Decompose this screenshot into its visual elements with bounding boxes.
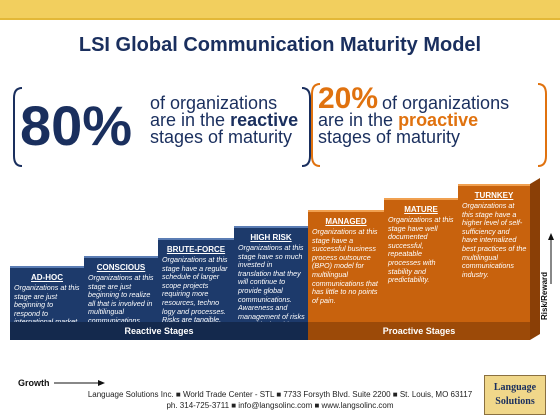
risk-reward-label: Risk/Reward — [540, 271, 549, 320]
stage-title: BRUTE-FORCE — [166, 245, 226, 254]
language-solutions-logo: Language Solutions — [484, 375, 546, 415]
reactive-statement: of organizations are in the reactive sta… — [150, 93, 299, 147]
stage-description: Organizations at this stage have well do… — [388, 215, 454, 285]
proactive-line1: of organizations — [382, 93, 510, 113]
stage-title: CONSCIOUS — [96, 263, 146, 272]
logo-line2: Solutions — [495, 396, 535, 407]
stage-brute-force: BRUTE-FORCE Organizations at this stage … — [158, 238, 234, 325]
growth-arrow — [54, 380, 105, 386]
stage-mature: MATURE Organizations at this stage have … — [384, 198, 458, 322]
proactive-bracket — [311, 83, 547, 167]
stage-title: MANAGED — [325, 217, 367, 226]
reactive-stages-bar: Reactive Stages — [10, 322, 308, 340]
stage-description: Organizations at this stage have a succe… — [312, 227, 378, 305]
stage-high-risk: HIGH RISK Organizations at this stage ha… — [234, 226, 308, 338]
stage-title: MATURE — [404, 205, 438, 214]
stage-title: HIGH RISK — [250, 233, 292, 242]
stage-description: Organizations at this stage have so much… — [238, 243, 305, 337]
reactive-line1: of organizations — [150, 93, 278, 113]
stage-conscious: CONSCIOUS Organizations at this stage ar… — [84, 256, 158, 325]
stage-managed: MANAGED Organizations at this stage have… — [308, 210, 384, 322]
stage-description: Organizations at this stage have a regul… — [162, 255, 228, 325]
stage-ad-hoc: AD-HOC Organizations at this stage are j… — [10, 266, 84, 335]
proactive-percent: 20% — [318, 82, 379, 115]
reactive-percent: 80% — [20, 94, 133, 157]
proactive-stages-bar: Proactive Stages — [308, 322, 530, 340]
reactive-line2: are in the reactive — [150, 110, 299, 130]
footer: Language Solutions Inc. ■ World Trade Ce… — [0, 389, 560, 411]
stage-description: Organizations at this stage are just beg… — [88, 273, 154, 325]
page-title: LSI Global Communication Maturity Model — [78, 34, 482, 56]
footer-address: Language Solutions Inc. ■ World Trade Ce… — [87, 390, 473, 399]
stage-title: TURNKEY — [474, 191, 514, 200]
logo-line1: Language — [493, 382, 537, 393]
reactive-line3: stages of maturity — [150, 127, 293, 147]
staircase-side — [530, 178, 540, 340]
footer-contact: ph. 314-725-3711 ■ info@langsolinc.com ■… — [166, 401, 394, 410]
stage-title: AD-HOC — [31, 273, 63, 282]
risk-reward-arrow — [548, 233, 554, 284]
proactive-line2: are in the proactive — [318, 110, 479, 130]
stage-turnkey: TURNKEY Organizations at this stage have… — [458, 184, 530, 322]
reactive-bracket — [13, 87, 311, 167]
proactive-line3: stages of maturity — [318, 127, 461, 147]
top-accent-bar — [0, 0, 560, 20]
growth-label: Growth — [18, 378, 50, 388]
stage-description: Organizations at this stage have a highe… — [462, 201, 527, 279]
proactive-statement: of organizations are in the proactive st… — [318, 93, 510, 147]
